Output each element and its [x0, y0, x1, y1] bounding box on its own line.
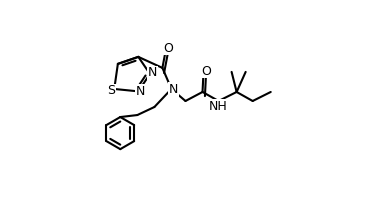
- Text: S: S: [107, 84, 115, 98]
- Text: O: O: [164, 42, 173, 55]
- Text: N: N: [136, 85, 145, 98]
- Text: N: N: [148, 66, 157, 79]
- Text: N: N: [169, 83, 178, 96]
- Text: O: O: [201, 65, 211, 78]
- Text: NH: NH: [209, 100, 228, 113]
